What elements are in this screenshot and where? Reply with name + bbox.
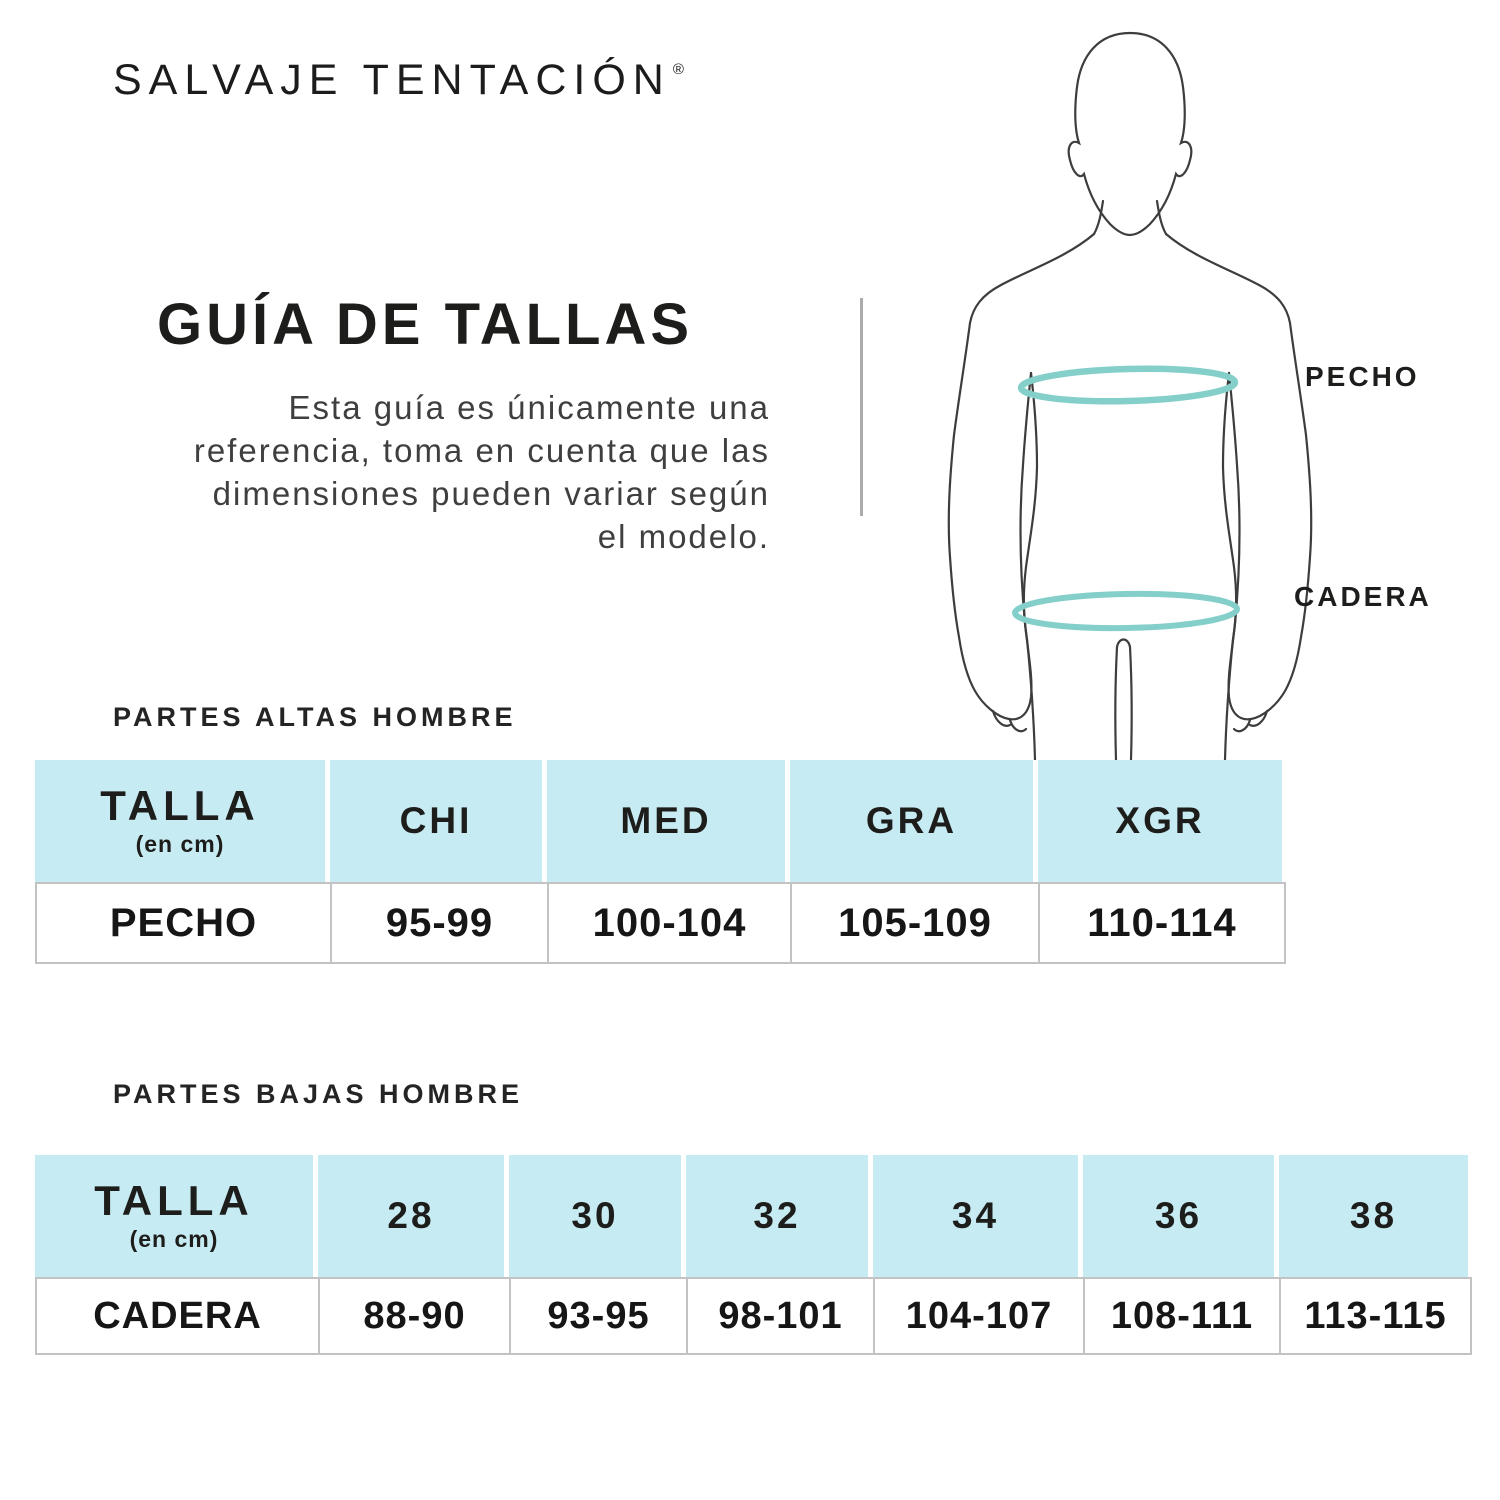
description-line: referencia, toma en cuenta que las xyxy=(193,432,770,469)
head-outline xyxy=(1067,31,1193,237)
cell-value: 98-101 xyxy=(688,1279,875,1353)
description-line: Esta guía es únicamente una xyxy=(288,389,770,426)
cell-value: 105-109 xyxy=(792,884,1040,962)
vertical-divider xyxy=(860,298,863,516)
neck-line-left xyxy=(1092,199,1105,236)
column-header: 28 xyxy=(318,1155,509,1277)
size-table-lower: TALLA (en cm) 28 30 32 34 36 38 CADERA 8… xyxy=(35,1155,1472,1355)
left-hand-finger-line xyxy=(1008,718,1028,733)
left-arm-outline xyxy=(947,232,1096,721)
size-header-cell: TALLA (en cm) xyxy=(35,760,330,882)
brand-name: SALVAJE TENTACIÓN xyxy=(113,56,671,104)
guide-description: Esta guía es únicamente una referencia, … xyxy=(60,386,770,558)
cell-value: 93-95 xyxy=(511,1279,688,1353)
neck-line-right xyxy=(1155,199,1168,236)
torso-left-outline xyxy=(1022,371,1039,762)
column-header: 30 xyxy=(509,1155,686,1277)
column-header: 32 xyxy=(686,1155,873,1277)
column-header: CHI xyxy=(330,760,547,882)
size-label: TALLA xyxy=(100,782,260,829)
column-header: MED xyxy=(547,760,790,882)
cell-value: 88-90 xyxy=(320,1279,511,1353)
column-header: GRA xyxy=(790,760,1038,882)
size-label: TALLA xyxy=(94,1177,254,1224)
cell-value: 95-99 xyxy=(332,884,549,962)
table-header-row: TALLA (en cm) 28 30 32 34 36 38 xyxy=(35,1155,1472,1277)
description-line: dimensiones pueden variar según xyxy=(212,475,770,512)
right-arm-outline xyxy=(1164,232,1313,721)
left-hand-finger-line xyxy=(991,709,1012,727)
cell-value: 110-114 xyxy=(1040,884,1284,962)
chest-measure-ellipse xyxy=(1017,365,1239,405)
size-header-cell: TALLA (en cm) xyxy=(35,1155,318,1277)
cell-value: 104-107 xyxy=(875,1279,1085,1353)
right-hand-finger-line xyxy=(1248,709,1269,727)
leg-split-line xyxy=(1114,638,1133,762)
torso-right-outline xyxy=(1221,371,1238,762)
size-unit: (en cm) xyxy=(135,831,225,857)
row-label: PECHO xyxy=(37,884,332,962)
brand-logo: SALVAJE TENTACIÓN ® xyxy=(113,56,684,105)
hip-measure-ellipse xyxy=(1012,590,1240,632)
body-outline xyxy=(947,31,1313,762)
registered-trademark-symbol: ® xyxy=(672,61,684,78)
cell-value: 100-104 xyxy=(549,884,792,962)
page-title: GUÍA DE TALLAS xyxy=(156,292,694,357)
chest-label: PECHO xyxy=(1305,361,1420,392)
column-header: XGR xyxy=(1038,760,1282,882)
column-header: 36 xyxy=(1083,1155,1279,1277)
size-unit: (en cm) xyxy=(129,1226,219,1252)
description-line: el modelo. xyxy=(597,518,770,555)
column-header: 34 xyxy=(873,1155,1083,1277)
male-body-diagram xyxy=(947,31,1313,762)
table-header-row: TALLA (en cm) CHI MED GRA XGR xyxy=(35,760,1286,882)
hip-label: CADERA xyxy=(1294,581,1432,612)
cell-value: 108-111 xyxy=(1085,1279,1281,1353)
table-row: PECHO 95-99 100-104 105-109 110-114 xyxy=(35,882,1286,964)
size-table-upper: TALLA (en cm) CHI MED GRA XGR PECHO 95-9… xyxy=(35,760,1286,964)
column-header: 38 xyxy=(1279,1155,1468,1277)
section-title-upper: PARTES ALTAS HOMBRE xyxy=(113,702,517,732)
right-hand-finger-line xyxy=(1232,718,1252,733)
table-row: CADERA 88-90 93-95 98-101 104-107 108-11… xyxy=(35,1277,1472,1355)
cell-value: 113-115 xyxy=(1281,1279,1470,1353)
row-label: CADERA xyxy=(37,1279,320,1353)
section-title-lower: PARTES BAJAS HOMBRE xyxy=(113,1079,524,1109)
